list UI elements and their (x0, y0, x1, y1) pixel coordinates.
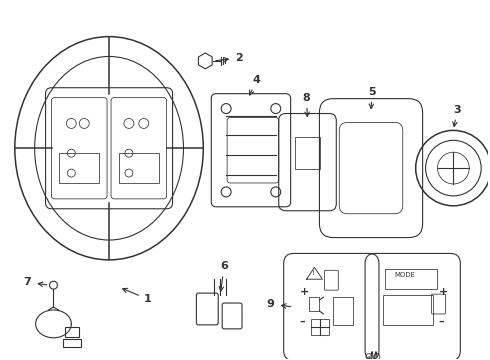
Bar (312, 319, 329, 335)
Bar (294, 137, 320, 169)
Text: 2: 2 (216, 53, 243, 63)
Text: 8: 8 (302, 93, 310, 116)
Text: +: + (299, 287, 309, 297)
Bar (65, 327, 79, 337)
Text: –: – (439, 317, 444, 327)
Bar (119, 153, 159, 183)
Text: 9: 9 (267, 299, 291, 309)
Text: 1: 1 (122, 288, 151, 304)
Text: 5: 5 (368, 87, 376, 108)
Bar (333, 297, 353, 325)
Text: !: ! (312, 270, 315, 276)
Text: +: + (439, 287, 448, 297)
Bar (383, 295, 433, 325)
Bar (310, 297, 319, 311)
Text: 7: 7 (24, 277, 47, 287)
Text: 3: 3 (453, 104, 461, 126)
Text: –: – (299, 317, 305, 327)
Text: MODE: MODE (395, 272, 416, 278)
Bar (59, 153, 99, 183)
Text: 4: 4 (249, 75, 261, 95)
Bar (63, 339, 81, 347)
Bar (385, 269, 437, 289)
Text: 6: 6 (219, 261, 228, 291)
